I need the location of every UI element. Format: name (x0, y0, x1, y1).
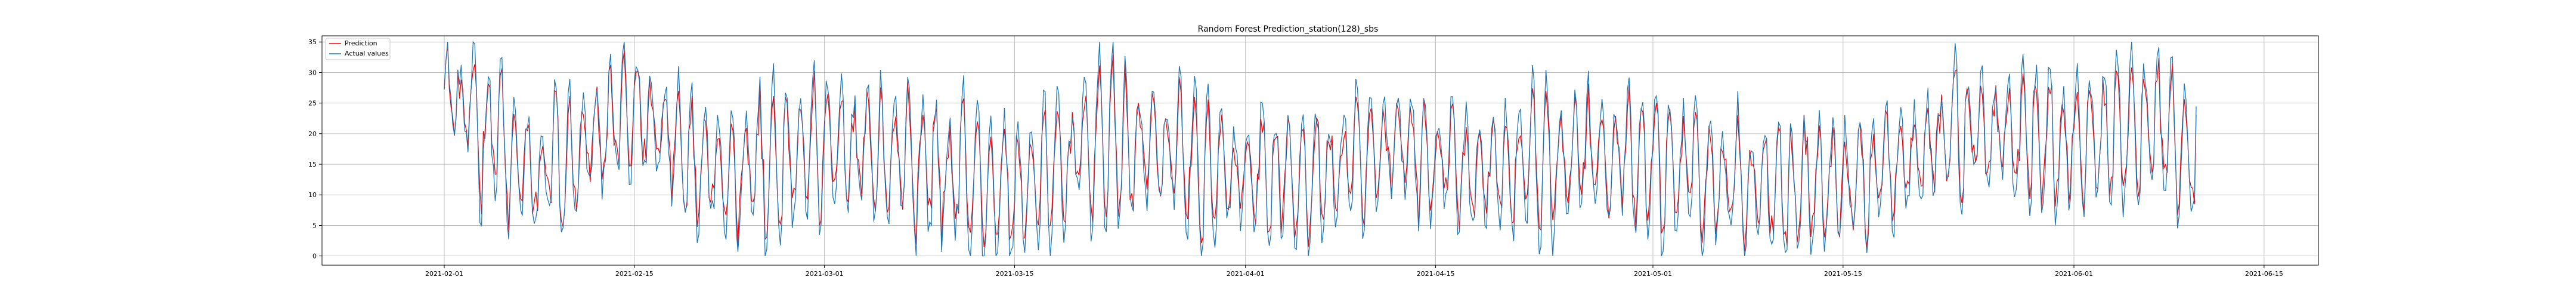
series-line-actual (444, 41, 2197, 257)
x-tick-label: 2021-06-01 (2055, 270, 2093, 278)
plot-frame (321, 35, 2319, 266)
y-tick-label: 10 (308, 191, 317, 199)
x-tick-label: 2021-05-01 (1634, 270, 1672, 278)
x-tick-label: 2021-06-15 (2245, 270, 2283, 278)
y-tick-label: 15 (308, 161, 317, 168)
y-tick-label: 35 (308, 38, 317, 46)
chart-title: Random Forest Prediction_station(128)_sb… (1198, 24, 1379, 34)
x-tick-label: 2021-05-15 (1824, 270, 1862, 278)
x-tick-label: 2021-02-01 (425, 270, 463, 278)
legend-label-actual: Actual values (345, 50, 389, 57)
legend-box (325, 38, 391, 60)
x-tick-label: 2021-02-15 (615, 270, 654, 278)
series-layer (444, 41, 2197, 257)
y-tick-label: 5 (312, 222, 317, 229)
x-tick-label: 2021-03-01 (806, 270, 844, 278)
y-tick-label: 25 (308, 100, 317, 108)
x-tick-label: 2021-04-01 (1227, 270, 1265, 278)
x-tick-label: 2021-04-15 (1417, 270, 1455, 278)
legend-label-prediction: Prediction (345, 39, 377, 47)
series-line-prediction (444, 44, 2197, 252)
legend: Prediction Actual values (325, 38, 391, 60)
y-tick-label: 0 (312, 253, 317, 260)
x-axis: 2021-02-01 2021-02-15 2021-03-01 2021-03-15… (425, 265, 2283, 278)
y-tick-label: 20 (308, 130, 317, 138)
y-tick-label: 30 (308, 69, 317, 76)
y-axis: 0 5 10 15 20 25 30 35 (308, 38, 322, 260)
x-tick-label: 2021-03-15 (996, 270, 1034, 278)
